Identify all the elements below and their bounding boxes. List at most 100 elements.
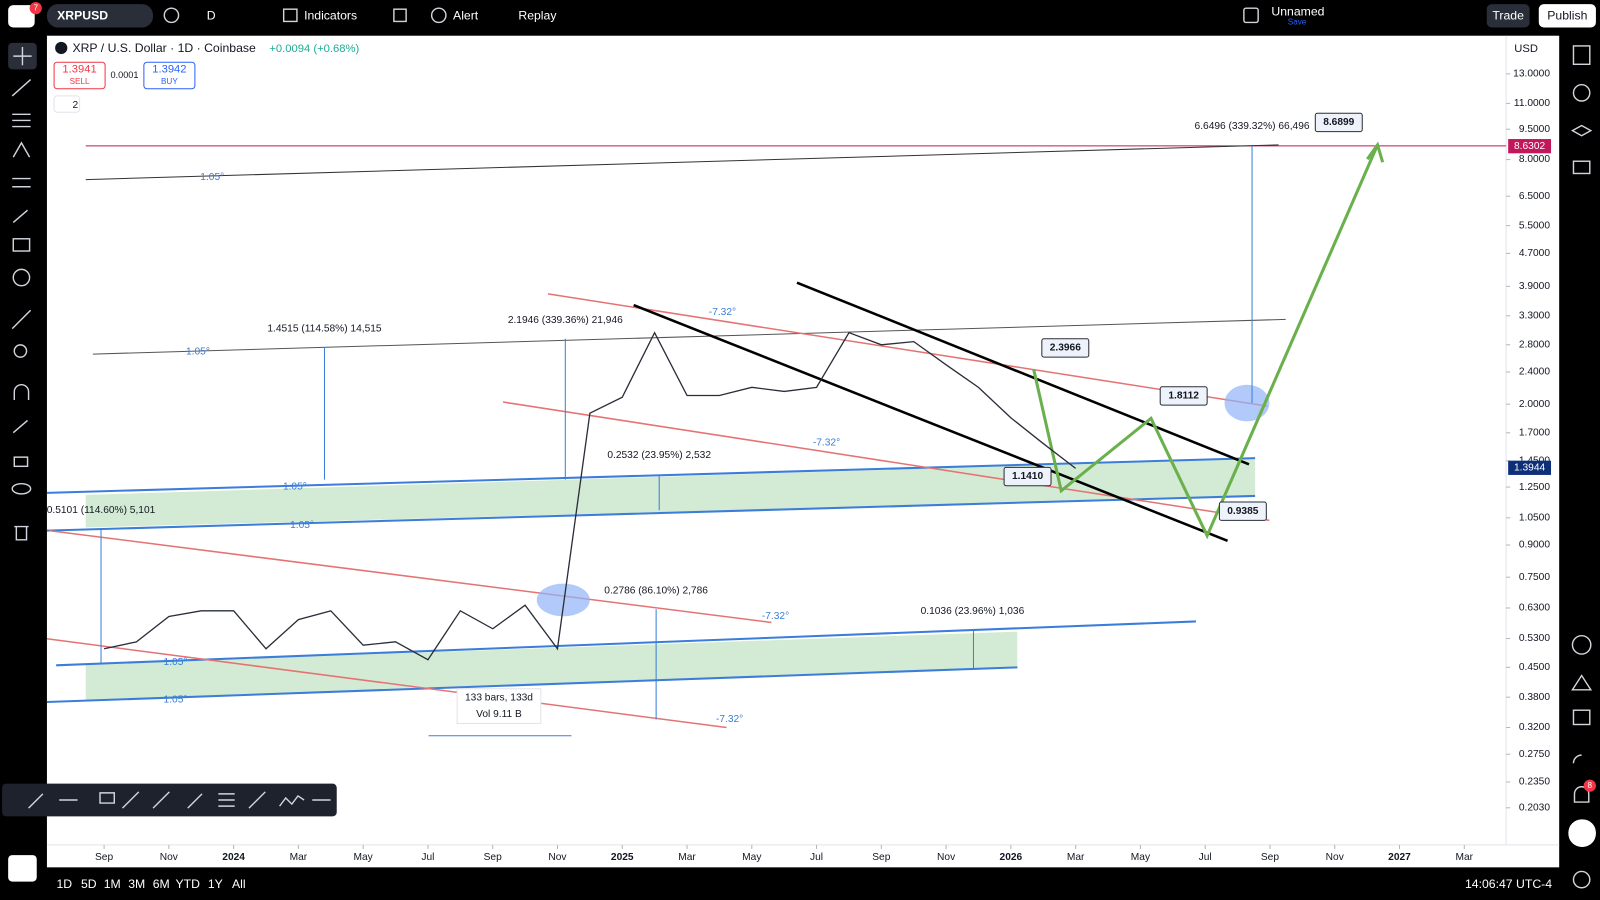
layout-icon[interactable]	[1243, 7, 1259, 24]
chats[interactable]	[1572, 160, 1591, 175]
trend-line	[92, 318, 1286, 355]
x-tick-label: May	[354, 852, 374, 863]
brush-tool[interactable]	[12, 209, 29, 223]
help[interactable]	[1572, 870, 1591, 889]
alert-icon[interactable]	[430, 7, 447, 24]
angle-label: 1.05°	[283, 481, 307, 492]
x-tick-label: Jul	[1199, 852, 1212, 863]
stay-drawing[interactable]	[12, 419, 29, 434]
hide-tool[interactable]	[11, 482, 32, 495]
publish-button[interactable]	[1538, 4, 1596, 28]
x-tick-label: Sep	[484, 852, 502, 863]
annotation: 0.1036 (23.96%) 1,036	[921, 606, 1025, 617]
bottom-bar: 14:06:47 UTC-4 1D 5D 1M 3M 6M YTD 1Y All	[56, 877, 1552, 891]
sell-button[interactable]	[53, 61, 106, 90]
annotation: 2.1946 (339.36%) 21,946	[508, 315, 623, 326]
chart-header: XRP / U.S. Dollar · 1D · Coinbase +0.009…	[53, 41, 1538, 113]
range-button[interactable]: All	[232, 877, 246, 891]
layout-name[interactable]: Unnamed	[1271, 4, 1324, 18]
angle-label: -7.32°	[716, 714, 743, 725]
x-tick-label: 2025	[611, 852, 634, 863]
buy-price[interactable]: 1.3942	[152, 63, 186, 75]
y-tick-label: 1.2500	[1519, 482, 1550, 493]
zoom-tool[interactable]	[13, 344, 28, 358]
x-tick-label: Sep	[1261, 852, 1279, 863]
symbol-search[interactable]	[46, 4, 154, 28]
buy-label[interactable]: BUY	[161, 77, 178, 86]
news[interactable]	[1572, 754, 1582, 764]
publish[interactable]: Publish	[1547, 9, 1587, 23]
lock-tool[interactable]	[13, 456, 29, 468]
y-tick-label: 11.0000	[1514, 98, 1550, 109]
callout-label: 1.8112	[1168, 391, 1199, 402]
chart-area	[46, 35, 1560, 868]
angle-label: -7.32°	[813, 438, 840, 449]
trade[interactable]: Trade	[1492, 9, 1524, 23]
x-tick-label: Sep	[95, 852, 113, 863]
range-button[interactable]: 1Y	[208, 877, 223, 891]
price-change: +0.0094 (+0.68%)	[269, 43, 359, 55]
sell-label[interactable]: SELL	[70, 77, 90, 86]
x-tick-label: Nov	[1326, 852, 1345, 863]
y-tick-label: 3.3000	[1519, 310, 1550, 321]
buy-button[interactable]	[143, 61, 196, 90]
alert[interactable]: Alert	[453, 9, 479, 23]
screener[interactable]	[1571, 674, 1593, 691]
range-button[interactable]: 1D	[56, 877, 72, 891]
range-button[interactable]: 6M	[153, 877, 170, 891]
highlight	[1224, 384, 1270, 422]
object-tree[interactable]	[1570, 124, 1593, 137]
trade-button[interactable]	[1486, 4, 1530, 28]
callout-label: 1.1410	[1012, 471, 1043, 482]
save[interactable]: Save	[1288, 18, 1307, 27]
currency[interactable]: USD	[1514, 43, 1538, 55]
angle-label: -7.32°	[709, 307, 736, 318]
y-tick-label: 1.7000	[1519, 428, 1550, 439]
callout-label: 8.6899	[1323, 117, 1354, 128]
remove-tool[interactable]	[14, 525, 29, 541]
spread: 0.0001	[110, 70, 138, 80]
indicators[interactable]: Indicators	[304, 9, 357, 23]
price-label-bg	[1508, 139, 1552, 154]
watchlist-star[interactable]	[8, 855, 37, 882]
alerts[interactable]	[1572, 83, 1591, 102]
callout	[1314, 112, 1363, 133]
ideas[interactable]	[1571, 635, 1592, 655]
symbol[interactable]: XRPUSD	[57, 9, 108, 23]
watchlist[interactable]	[1572, 45, 1591, 65]
indicator-count[interactable]: 2	[72, 100, 78, 111]
clock: 14:06:47 UTC-4	[1465, 877, 1552, 891]
range-button[interactable]: YTD	[176, 877, 201, 891]
indicators-icon[interactable]	[282, 8, 298, 23]
prediction-tool[interactable]	[12, 177, 31, 188]
magnet-tool[interactable]	[13, 384, 30, 400]
templates[interactable]	[393, 8, 407, 23]
apps[interactable]	[1568, 819, 1596, 847]
icon-tool[interactable]	[12, 268, 31, 287]
fib-tool[interactable]	[12, 113, 31, 128]
drawing-tools[interactable]	[28, 791, 331, 809]
notifications[interactable]	[1573, 786, 1590, 803]
calendar[interactable]	[1572, 709, 1591, 726]
text-tool[interactable]	[12, 238, 31, 252]
trend-line	[85, 144, 1279, 181]
x-tick-label: Sep	[872, 852, 890, 863]
range-button[interactable]: 1M	[104, 877, 121, 891]
channel-line	[46, 638, 727, 729]
ruler-tool[interactable]	[11, 309, 32, 330]
channel-line	[502, 401, 1270, 522]
trendline-tool[interactable]	[11, 79, 32, 97]
replay[interactable]: Replay	[518, 9, 557, 23]
y-tick-label: 0.3200	[1519, 722, 1550, 733]
interval[interactable]: D	[207, 9, 216, 23]
sell-price[interactable]: 1.3941	[62, 63, 96, 75]
symbol-title: XRP / U.S. Dollar · 1D · Coinbase	[72, 41, 256, 55]
pattern-tool[interactable]	[12, 141, 31, 158]
indicator-toggle[interactable]	[53, 95, 81, 113]
range-button[interactable]: 5D	[81, 877, 97, 891]
range-button[interactable]: 3M	[128, 877, 145, 891]
logo[interactable]	[8, 5, 35, 28]
y-tick-label: 2.4000	[1519, 367, 1550, 378]
add-symbol[interactable]	[163, 7, 180, 24]
